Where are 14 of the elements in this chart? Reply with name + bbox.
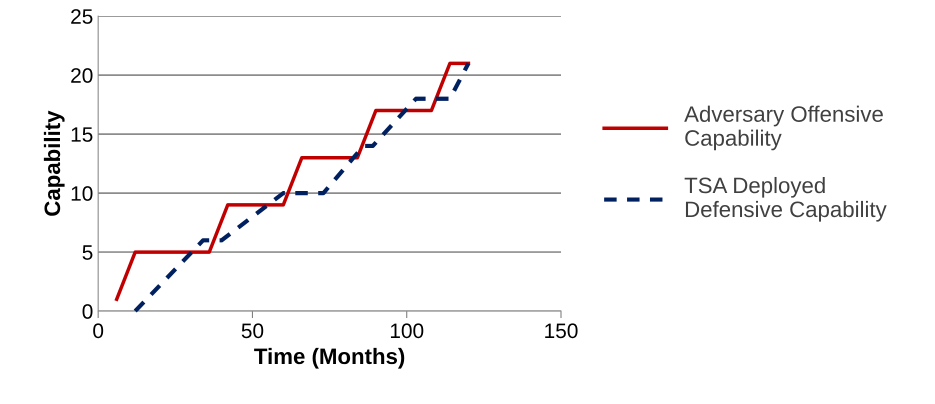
y-tick-label: 25 [71, 9, 92, 24]
x-tick-label: 150 [545, 323, 578, 338]
y-tick-label: 15 [72, 127, 92, 142]
x-axis-title: Time (Months) [254, 348, 404, 369]
y-tick-label: 20 [71, 68, 92, 83]
x-tick-label: 0 [93, 323, 104, 338]
y-tick-label: 5 [82, 245, 92, 260]
x-tick-label: 50 [242, 323, 264, 338]
legend-label: TSA Deployed Defensive Capability [684, 176, 887, 222]
y-axis-title: Capability [44, 110, 65, 216]
legend-label: Adversary Offensive Capability [684, 106, 883, 150]
x-tick-label: 100 [390, 323, 424, 338]
y-tick-label: 10 [72, 186, 92, 201]
y-tick-label: 0 [82, 304, 92, 319]
